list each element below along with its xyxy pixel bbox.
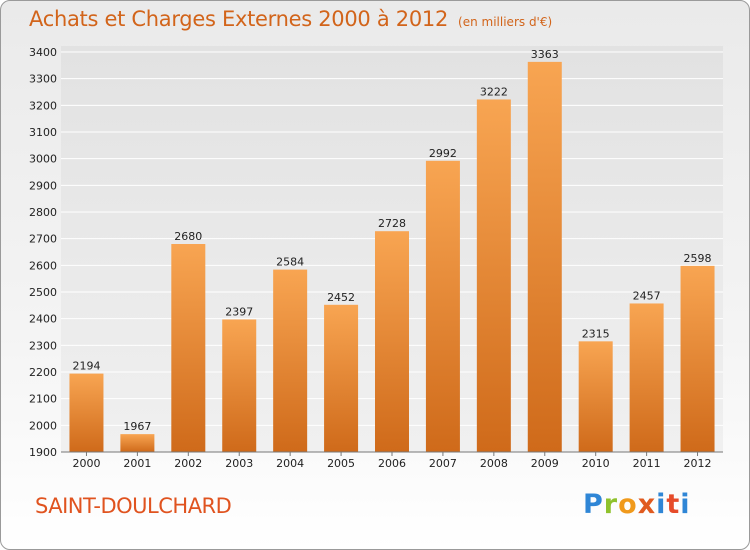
bar-2007 (425, 160, 460, 453)
x-tick-label: 2002 (174, 457, 202, 470)
y-tick-label: 2000 (29, 419, 57, 432)
logo-letter: x (637, 489, 657, 520)
y-tick-label: 2300 (29, 339, 57, 352)
bar-2002 (171, 244, 206, 452)
bar-2005 (324, 304, 359, 452)
bar-2012 (680, 265, 715, 452)
bar-2008 (476, 99, 511, 452)
x-tick-label: 2008 (480, 457, 508, 470)
bar-value-label: 2584 (276, 256, 304, 269)
bar-value-label: 3222 (480, 85, 508, 98)
bar-value-label: 2397 (225, 305, 253, 318)
x-tick-label: 2004 (276, 457, 304, 470)
chart-title: Achats et Charges Externes 2000 à 2012 (e… (29, 7, 552, 31)
logo-letter: P (583, 489, 604, 520)
y-tick-label: 2800 (29, 206, 57, 219)
y-tick-label: 2100 (29, 393, 57, 406)
y-tick-label: 1900 (29, 446, 57, 459)
bar-value-label: 2598 (684, 252, 712, 265)
bar-2011 (629, 303, 664, 452)
chart-title-text: Achats et Charges Externes 2000 à 2012 (29, 7, 449, 31)
y-tick-label: 3000 (29, 153, 57, 166)
bar-value-label: 2452 (327, 291, 355, 304)
y-axis-ticks: 1900 2000 2100 2200 2300 2400 2500 2600 2700 2800… (29, 46, 57, 459)
x-tick-label: 2012 (684, 457, 712, 470)
x-tick-label: 2000 (72, 457, 100, 470)
x-axis-ticks: 2000 2001 2002 2003 2004 2005 2006 2007 2008 2009… (72, 452, 712, 470)
y-tick-label: 2600 (29, 259, 57, 272)
bar-2010 (578, 341, 613, 452)
x-tick-label: 2009 (531, 457, 559, 470)
x-tick-label: 2006 (378, 457, 406, 470)
y-tick-label: 2900 (29, 179, 57, 192)
proxiti-logo[interactable]: Proxiti (583, 489, 691, 520)
bar-2009 (527, 61, 562, 452)
y-tick-label: 2700 (29, 233, 57, 246)
y-tick-label: 2200 (29, 366, 57, 379)
logo-letter: r (603, 489, 619, 520)
bar-2001 (120, 434, 155, 452)
bar-value-label: 2194 (72, 360, 100, 373)
x-tick-label: 2010 (582, 457, 610, 470)
x-tick-label: 2003 (225, 457, 253, 470)
logo-letter: i (680, 489, 691, 520)
y-tick-label: 2500 (29, 286, 57, 299)
bar-value-label: 1967 (123, 420, 151, 433)
x-tick-label: 2001 (123, 457, 151, 470)
logo-letter: i (656, 489, 667, 520)
x-tick-label: 2005 (327, 457, 355, 470)
y-tick-label: 2400 (29, 313, 57, 326)
bar-value-label: 2728 (378, 217, 406, 230)
y-tick-label: 3300 (29, 73, 57, 86)
logo-letter: o (618, 489, 638, 520)
bar-value-label: 2680 (174, 230, 202, 243)
y-tick-label: 3200 (29, 99, 57, 112)
bar-value-label: 2457 (633, 289, 661, 302)
logo-letter: t (666, 489, 681, 520)
bar-2004 (273, 269, 308, 452)
y-tick-label: 3100 (29, 126, 57, 139)
city-name: SAINT-DOULCHARD (35, 494, 232, 518)
bar-value-label: 3363 (531, 48, 559, 61)
bar-2006 (375, 231, 409, 452)
bar-value-label: 2992 (429, 147, 457, 160)
bars: 2194 1967 2680 2397 2584 2452 2728 2992 3222 3363… (69, 48, 715, 453)
bar-2000 (69, 373, 104, 452)
y-tick-label: 3400 (29, 46, 57, 59)
bar-value-label: 2315 (582, 327, 610, 340)
chart-unit: (en milliers d'€) (458, 15, 553, 29)
x-tick-label: 2011 (633, 457, 661, 470)
bar-2003 (222, 319, 257, 452)
x-tick-label: 2007 (429, 457, 457, 470)
